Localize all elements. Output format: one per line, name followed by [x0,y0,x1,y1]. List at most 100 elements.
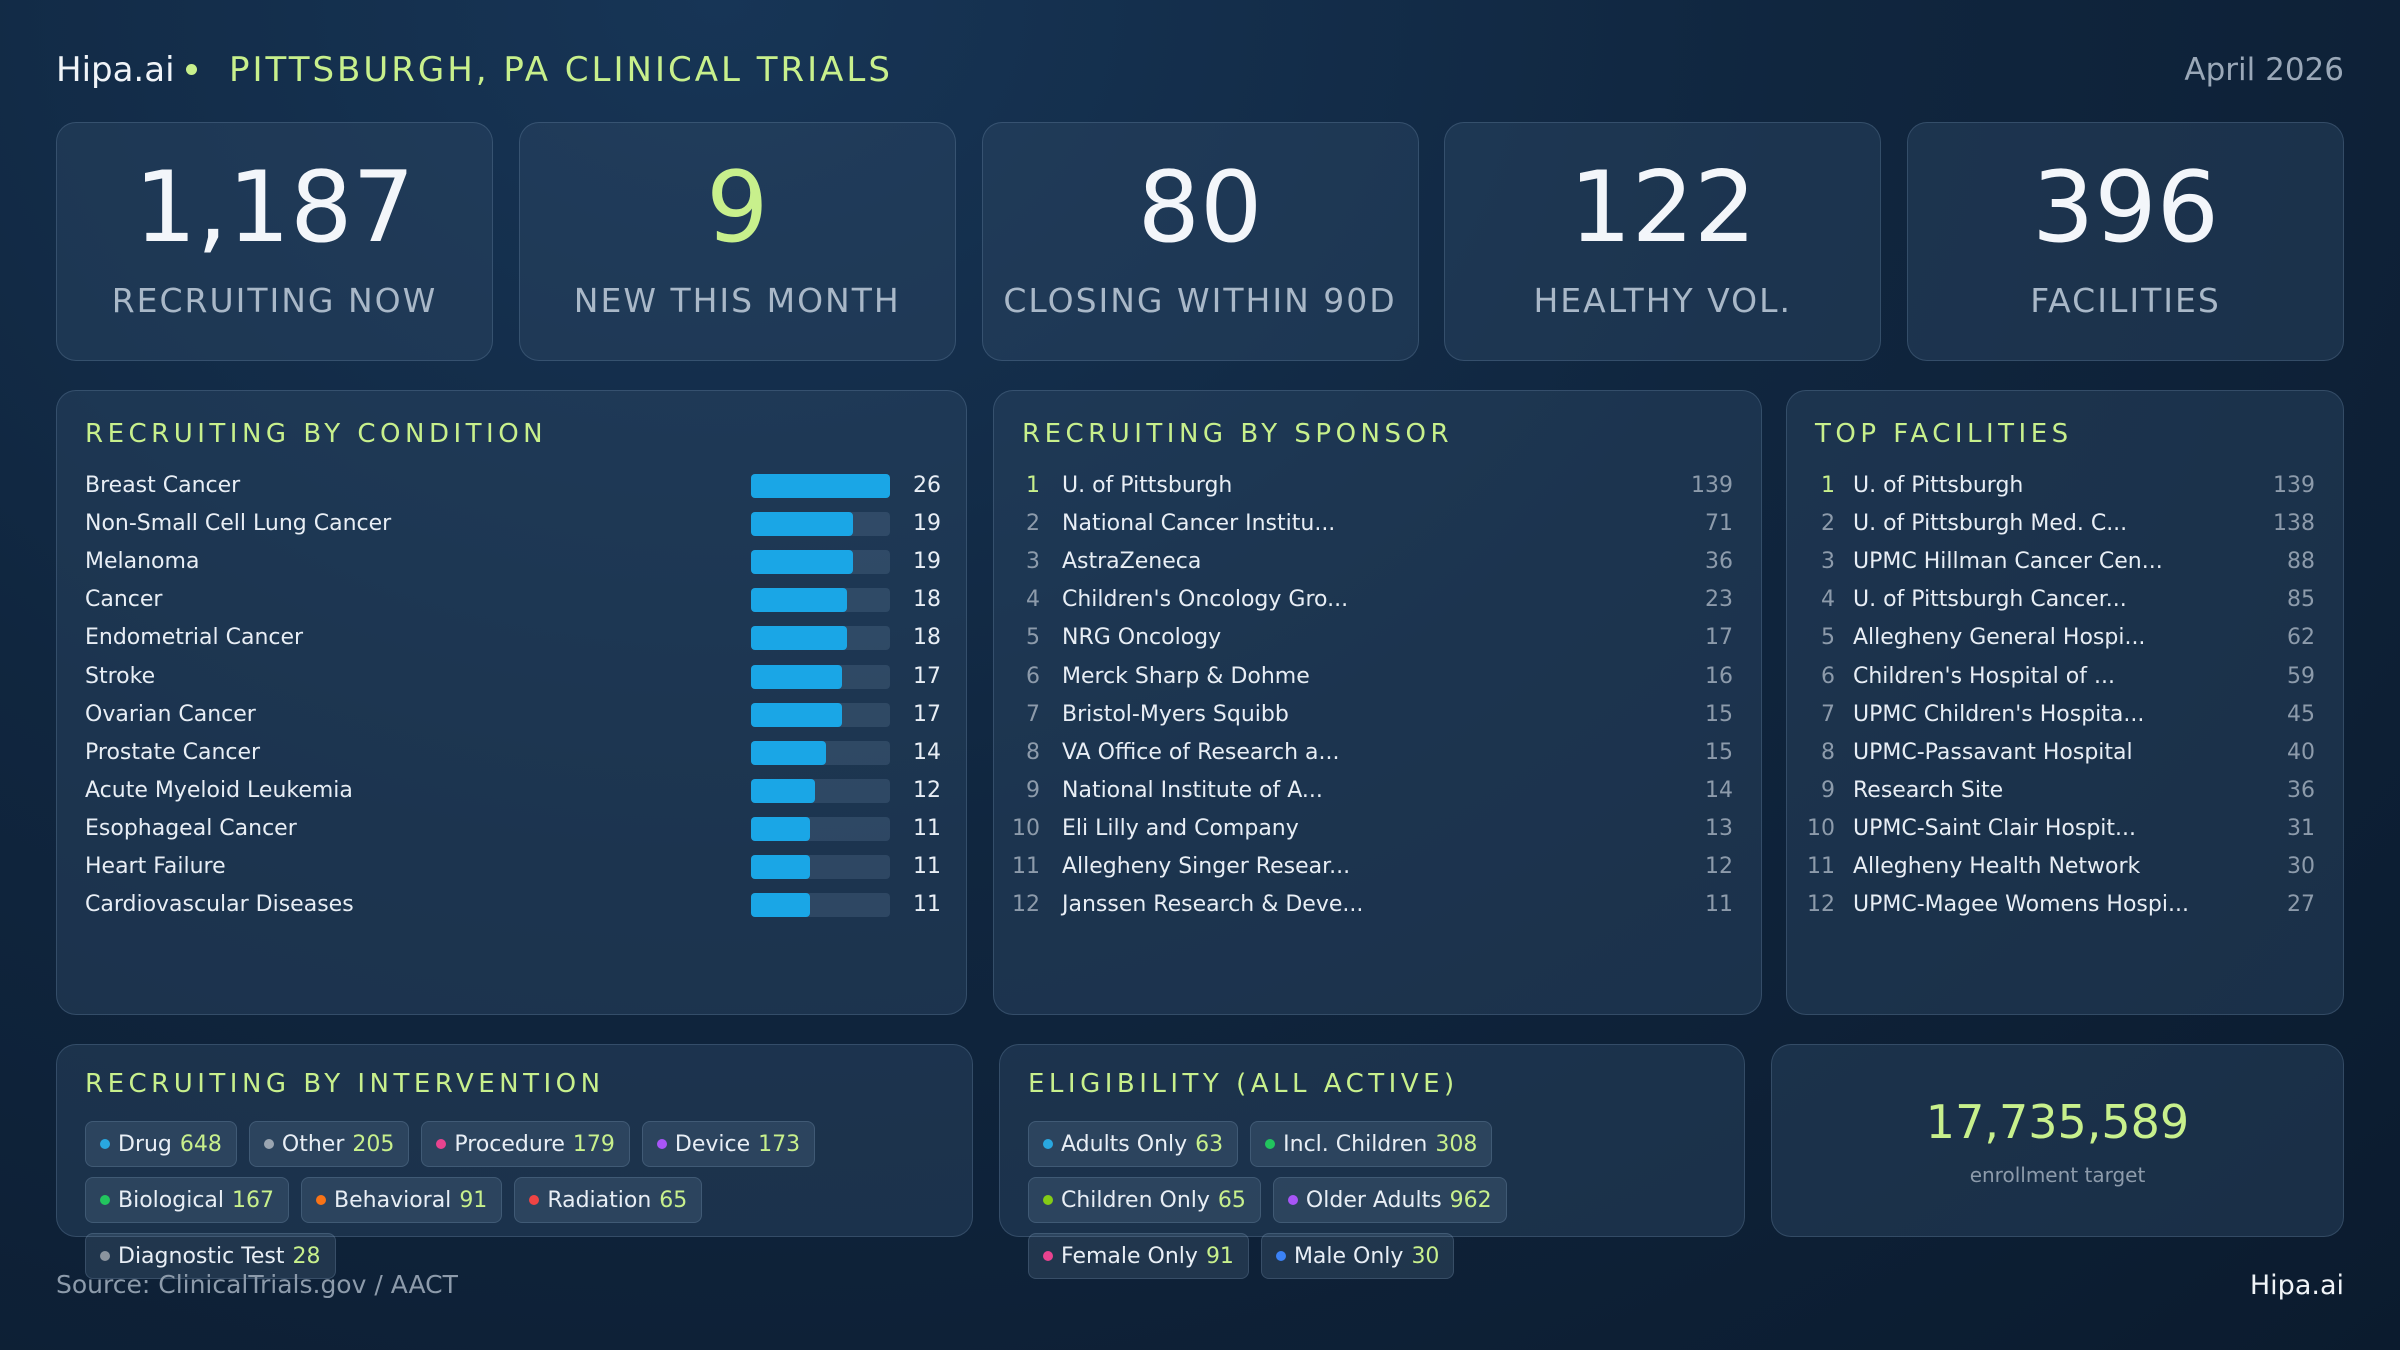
kpi-label: NEW THIS MONTH [573,281,901,320]
count: 62 [2287,625,2315,651]
name: UPMC Hillman Cancer Cen... [1853,549,2163,575]
chip-dot [316,1195,327,1205]
chip-name: Device [674,1131,751,1157]
category-label: Prostate Cancer [85,739,261,765]
rank: 12 [1807,892,1835,918]
name: UPMC-Magee Womens Hospi... [1853,892,2189,918]
rank: 11 [1807,854,1835,879]
kpi-value: 122 [1569,151,1757,265]
name: Children's Oncology Gro... [1062,587,1349,613]
kpi-label: HEALTHY VOL. [1533,281,1793,320]
chip-count: 30 [1411,1243,1440,1269]
chip-count: 648 [179,1131,222,1157]
rank: 7 [1821,701,1835,727]
rank: 12 [1012,892,1040,918]
chip: Biological 167 [85,1177,290,1223]
name: Allegheny Health Network [1853,854,2141,879]
bar [751,702,842,727]
name: AstraZeneca [1062,549,1202,575]
chip: Drug 648 [85,1121,237,1167]
source: Source: ClinicalTrials.gov / AACT [56,1270,458,1299]
facility-panel: TOP FACILITIES 1 U. of Pittsburgh 139 2 U. o… [1786,390,2344,1015]
value-label: 14 [913,739,941,765]
category-label: Stroke [85,663,156,689]
rank: 10 [1807,815,1835,841]
rank: 6 [1821,663,1835,689]
chip-dot [100,1195,110,1205]
rank: 8 [1026,739,1040,765]
count: 30 [2287,854,2315,879]
chip-name: Male Only [1293,1243,1404,1269]
name: UPMC Children's Hospita... [1853,701,2145,727]
chip-group: Drug 648 Other 205 Procedure 179 Device 173 Biol… [85,1121,952,1279]
chip-name: Other [281,1131,345,1157]
chip-dot [1275,1251,1286,1261]
name: Bristol-Myers Squibb [1062,701,1289,727]
condition-panel: RECRUITING BY CONDITION Breast Cancer 26 N… [56,390,967,1015]
rank: 3 [1821,549,1835,575]
bar [751,512,853,537]
chip-count: 63 [1195,1131,1224,1157]
chip-name: Adults Only [1061,1131,1188,1157]
category-label: Melanoma [85,549,200,575]
chip: Procedure 179 [421,1121,630,1167]
panel-title: ELIGIBILITY (ALL ACTIVE) [1028,1069,1459,1099]
category-label: Ovarian Cancer [85,701,256,727]
chip: Older Adults 962 [1272,1177,1507,1223]
kpi-card: 80 CLOSING WITHIN 90D [981,122,1419,361]
chip-dot [1265,1139,1276,1149]
kpi-label: FACILITIES [2030,281,2221,320]
category-label: Heart Failure [85,854,226,879]
chip-name: Behavioral [334,1187,452,1213]
count: 85 [2287,587,2315,613]
chip: Female Only 91 [1028,1233,1249,1279]
rank: 2 [1821,511,1835,537]
bar [751,664,842,689]
count: 14 [1705,777,1733,803]
page-title: PITTSBURGH, PA CLINICAL TRIALS [229,50,893,90]
kpi-card: 1,187 RECRUITING NOW [56,122,493,361]
chip-dot [529,1195,540,1205]
chip-name: Female Only [1061,1243,1198,1269]
panel-title: RECRUITING BY INTERVENTION [85,1069,605,1099]
name: Allegheny General Hospi... [1853,625,2146,651]
value-label: 18 [913,587,941,613]
count: 45 [2287,701,2315,727]
panel-title: TOP FACILITIES [1815,419,2073,449]
count: 27 [2287,892,2315,918]
name: Eli Lilly and Company [1062,815,1299,841]
chip-name: Diagnostic Test [118,1243,285,1269]
brand: Hipa.ai [56,50,175,90]
chip-dot [1043,1195,1053,1205]
chip-dot [1043,1139,1053,1149]
count: 17 [1705,625,1733,651]
rank: 1 [1821,473,1835,498]
value-label: 12 [913,777,941,803]
chip: Incl. Children 308 [1250,1121,1493,1167]
rank: 7 [1026,701,1040,727]
panel-title: RECRUITING BY CONDITION [85,419,548,449]
chip-dot [1287,1195,1298,1205]
rank: 6 [1026,663,1040,689]
category-label: Cardiovascular Diseases [85,892,354,918]
bar [751,588,848,613]
bar [751,740,826,765]
category-label: Non-Small Cell Lung Cancer [85,511,392,537]
chip: Adults Only 63 [1028,1121,1239,1167]
chip-name: Biological [118,1187,225,1213]
value-label: 11 [913,815,941,841]
kpi-value: 1,187 [134,151,415,265]
enrollment-panel: 17,735,589 enrollment target [1771,1044,2344,1237]
count: 138 [2273,511,2315,537]
count: 16 [1705,663,1733,689]
count: 36 [1705,549,1733,575]
bar [751,816,810,841]
value-label: 26 [913,473,941,498]
chip: Children Only 65 [1028,1177,1261,1223]
chip: Diagnostic Test 28 [85,1233,336,1279]
chip-dot [263,1139,274,1149]
category-label: Breast Cancer [85,473,241,498]
name: U. of Pittsburgh [1062,473,1233,498]
count: 139 [2273,473,2315,498]
chip-dot [100,1139,110,1149]
